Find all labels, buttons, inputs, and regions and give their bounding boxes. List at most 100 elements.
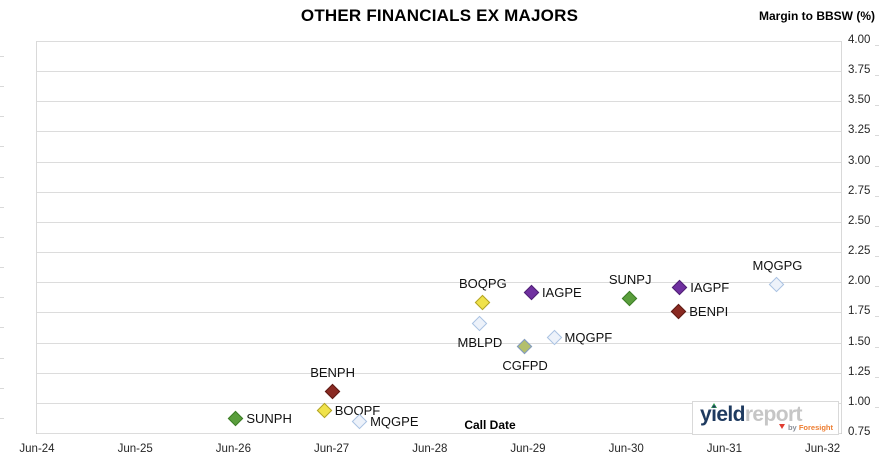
left-edge-tick [0, 86, 4, 88]
x-tick-label: Jun-27 [314, 443, 350, 455]
right-edge-tick [875, 105, 879, 107]
logo-text-report: report [744, 403, 803, 426]
data-point-label-cgfpd: CGFPD [502, 358, 548, 374]
data-point-marker-sunpj [621, 290, 638, 307]
data-point-label-mqgpf: MQGPF [564, 329, 613, 345]
y-axis-title: Margin to BBSW (%) [759, 9, 875, 23]
data-point-label-boqpf: BOQPF [334, 403, 381, 419]
x-tick-label: Jun-25 [117, 443, 153, 455]
y-tick-label: 2.75 [848, 184, 871, 197]
data-point-label-iagpf: IAGPF [690, 280, 730, 296]
left-edge-tick [0, 116, 4, 118]
data-point-label-mqgpg: MQGPG [752, 257, 803, 273]
gridline [37, 252, 841, 254]
left-edge-tick [0, 236, 4, 238]
y-tick-label: 1.00 [848, 395, 871, 408]
y-tick-label: 1.25 [848, 365, 871, 378]
gridline [37, 312, 841, 314]
y-tick-label: 1.75 [848, 305, 871, 318]
x-tick-label: Jun-29 [510, 443, 546, 455]
y-tick-label: 3.00 [848, 154, 871, 167]
left-edge-tick [0, 56, 4, 57]
right-edge-tick [875, 346, 879, 348]
gridline [37, 131, 841, 133]
data-point-label-sunpj: SUNPJ [608, 272, 652, 288]
right-edge-tick [875, 135, 879, 137]
left-edge-tick [0, 357, 4, 359]
gridline [37, 372, 841, 374]
x-tick-label: Jun-26 [215, 443, 251, 455]
data-point-marker-mqgpg [769, 276, 785, 292]
data-point-marker-benpi [670, 304, 687, 320]
left-edge-tick [0, 327, 4, 329]
x-tick-label: Jun-30 [608, 443, 644, 455]
x-tick-label: Jun-28 [412, 443, 448, 455]
y-tick-label: 3.25 [848, 124, 871, 137]
left-edge-tick [0, 176, 4, 178]
y-tick-label: 3.50 [848, 94, 871, 107]
data-point-label-benpi: BENPI [689, 304, 729, 320]
y-tick-label: 0.75 [848, 426, 871, 438]
left-edge-tick [0, 297, 4, 299]
y-tick-label: 2.00 [848, 275, 871, 288]
right-edge-tick [875, 376, 879, 378]
right-edge-tick [875, 195, 879, 197]
left-edge-tick [0, 146, 4, 148]
data-point-label-benph: BENPH [310, 364, 355, 380]
data-point-marker-boqpg [474, 294, 491, 311]
data-point-marker-cgfpd [516, 339, 533, 355]
right-edge-tick [875, 225, 879, 227]
x-tick-label: Jun-31 [706, 443, 742, 455]
data-point-marker-sunph [228, 410, 244, 426]
plot-area: SUNPH BOQPF BENPH MQGPE MBLPD BOQPG CGFPD IAGPE… [36, 41, 842, 434]
gridline [37, 342, 841, 344]
data-point-label-iagpe: IAGPE [541, 285, 582, 301]
left-edge-tick [0, 417, 4, 419]
gridline [37, 191, 841, 193]
right-edge-tick [875, 406, 879, 408]
gridline [37, 282, 841, 284]
logo-red-triangle-icon [778, 424, 785, 429]
data-point-marker-benph [324, 383, 340, 400]
gridline [37, 433, 841, 434]
data-point-label-sunph: SUNPH [246, 410, 292, 426]
right-edge-tick [875, 256, 879, 258]
logo-tagline: by Foresight [778, 423, 833, 432]
x-axis-title: Call Date [464, 418, 516, 432]
x-tick-label: Jun-32 [805, 443, 841, 455]
right-edge-tick [875, 316, 879, 318]
logo-tagline-by: by [787, 423, 797, 432]
left-edge-tick [0, 267, 4, 269]
gridline [37, 221, 841, 223]
data-point-label-mqgpe: MQGPE [370, 414, 419, 430]
left-edge-tick [0, 387, 4, 389]
yieldreport-logo: yieldreport by Foresight [692, 401, 839, 435]
y-tick-label: 1.50 [848, 335, 871, 348]
data-point-marker-iagpe [523, 284, 540, 301]
right-edge-tick [875, 45, 879, 46]
gridline [37, 161, 841, 163]
logo-green-triangle-icon [711, 403, 717, 408]
logo-tagline-name: Foresight [798, 423, 833, 432]
left-edge-tick [0, 206, 4, 208]
x-tick-label: Jun-24 [19, 443, 55, 455]
gridline [37, 41, 841, 42]
y-tick-label: 4.00 [848, 34, 871, 46]
gridline [37, 71, 841, 73]
gridline [37, 101, 841, 103]
chart-title: OTHER FINANCIALS EX MAJORS [300, 6, 579, 25]
logo-text-yield: yield [700, 403, 745, 426]
data-point-label-boqpg: BOQPG [459, 275, 507, 291]
y-tick-label: 2.25 [848, 245, 871, 258]
data-point-marker-mblpd [471, 316, 488, 332]
right-edge-tick [875, 286, 879, 288]
right-edge-tick [875, 165, 879, 167]
logo-wordmark: yieldreport [700, 403, 803, 427]
y-tick-label: 2.50 [848, 214, 871, 227]
data-point-marker-boqpf [316, 403, 333, 419]
right-edge-tick [875, 75, 879, 77]
gridline [37, 402, 841, 404]
y-tick-label: 3.75 [848, 64, 871, 77]
data-point-label-mblpd: MBLPD [457, 335, 503, 351]
